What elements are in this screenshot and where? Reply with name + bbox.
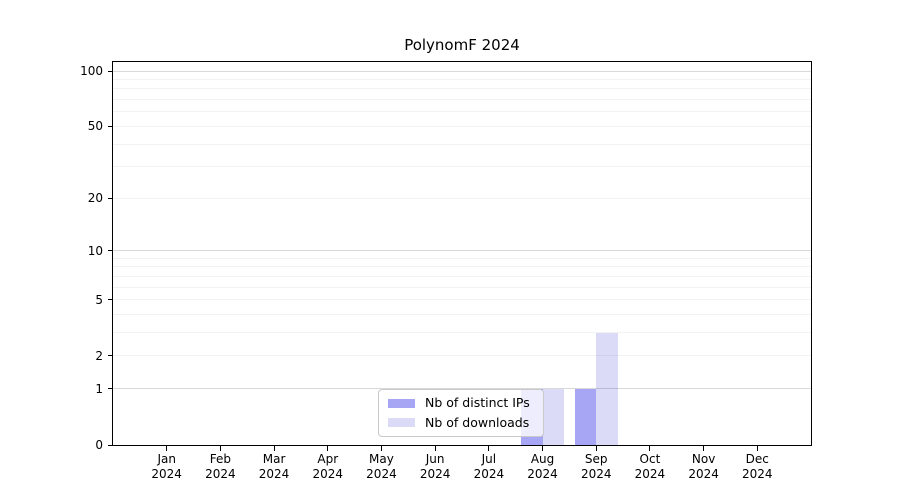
chart-title: PolynomF 2024: [404, 36, 520, 54]
x-tick-month: May: [369, 452, 394, 466]
x-tick-jan: [166, 446, 168, 451]
gridline-minor-50: [113, 125, 811, 127]
y-tick-label-2: 2: [95, 348, 103, 363]
gridline-minor-30: [113, 166, 811, 168]
x-tick-year: 2024: [527, 466, 558, 481]
gridline-minor-80: [113, 88, 811, 90]
gridline-major-10: [113, 250, 811, 252]
legend-label-downloads: Nb of downloads: [425, 414, 530, 430]
x-tick-year: 2024: [205, 466, 236, 481]
x-tick-label-jun: Jun 2024: [400, 452, 470, 481]
bar-sep-nb-of-distinct-ips: [574, 388, 597, 445]
x-tick-mar: [273, 446, 275, 451]
x-tick-year: 2024: [151, 466, 182, 481]
x-tick-year: 2024: [580, 466, 612, 481]
x-tick-label-mar: Mar 2024: [239, 452, 309, 481]
x-tick-month: Jul: [481, 452, 497, 466]
gridline-minor-90: [113, 78, 811, 80]
x-tick-month: Oct: [639, 452, 661, 466]
x-tick-nov: [703, 446, 705, 451]
gridline-minor-2: [113, 355, 811, 357]
legend-swatch-downloads: [388, 417, 415, 428]
x-tick-year: 2024: [366, 466, 397, 481]
y-tick-label-20: 20: [87, 191, 103, 206]
x-tick-month: Aug: [530, 452, 555, 466]
y-tick-2: [107, 355, 112, 357]
x-tick-month: Mar: [262, 452, 286, 466]
gridline-minor-9: [113, 257, 811, 259]
y-tick-label-1: 1: [95, 381, 103, 396]
x-tick-month: Dec: [745, 452, 769, 466]
x-tick-month: Feb: [209, 452, 231, 466]
x-tick-year: 2024: [688, 466, 719, 481]
y-tick-label-100: 100: [80, 64, 103, 78]
x-tick-label-apr: Apr 2024: [293, 452, 363, 481]
x-tick-dec: [756, 446, 758, 451]
bar-aug-nb-of-downloads: [542, 388, 565, 445]
x-tick-month: Apr: [317, 452, 339, 466]
x-tick-month: Nov: [691, 452, 716, 466]
y-tick-100: [107, 70, 112, 72]
plot-area: [112, 61, 812, 446]
y-tick-10: [107, 250, 112, 252]
gridline-minor-40: [113, 143, 811, 145]
gridline-minor-4: [113, 314, 811, 316]
gridline-minor-70: [113, 99, 811, 101]
x-tick-label-dec: Dec 2024: [722, 452, 792, 481]
x-tick-year: 2024: [742, 466, 773, 481]
legend: Nb of distinct IPs Nb of downloads: [378, 389, 544, 437]
x-tick-aug: [542, 446, 544, 451]
gridline-minor-5: [113, 299, 811, 301]
legend-label-distinct-ips: Nb of distinct IPs: [425, 395, 530, 411]
x-tick-jul: [488, 446, 490, 451]
x-tick-label-aug: Aug 2024: [508, 452, 578, 481]
y-tick-0: [107, 444, 112, 446]
x-tick-year: 2024: [419, 466, 451, 481]
x-tick-month: Jan: [157, 452, 176, 466]
x-tick-month: Sep: [584, 452, 608, 466]
y-tick-label-0: 0: [95, 438, 103, 452]
gridline-minor-3: [113, 332, 811, 334]
y-tick-label-5: 5: [95, 292, 103, 307]
x-tick-label-nov: Nov 2024: [669, 452, 739, 481]
x-tick-label-jul: Jul 2024: [454, 452, 524, 481]
gridline-minor-60: [113, 111, 811, 113]
y-tick-50: [107, 125, 112, 127]
legend-item-distinct-ips: Nb of distinct IPs: [379, 395, 543, 411]
x-tick-month: Jun: [425, 452, 445, 466]
x-tick-apr: [327, 446, 329, 451]
y-tick-label-10: 10: [87, 243, 103, 258]
gridline-minor-6: [113, 286, 811, 288]
y-tick-20: [107, 197, 112, 199]
x-tick-oct: [649, 446, 651, 451]
bar-sep-nb-of-downloads: [596, 332, 618, 445]
y-tick-label-50: 50: [87, 119, 103, 134]
gridline-major-1: [113, 388, 811, 390]
y-tick-1: [107, 388, 112, 390]
x-tick-label-jan: Jan 2024: [132, 452, 202, 481]
legend-swatch-distinct-ips: [388, 398, 415, 409]
gridline-minor-7: [113, 275, 811, 277]
x-tick-label-sep: Sep 2024: [561, 452, 631, 481]
x-tick-year: 2024: [473, 466, 505, 481]
x-tick-label-feb: Feb 2024: [185, 452, 255, 481]
legend-item-downloads: Nb of downloads: [379, 415, 543, 431]
x-tick-label-may: May 2024: [346, 452, 416, 481]
x-tick-year: 2024: [312, 466, 344, 481]
y-tick-5: [107, 299, 112, 301]
gridline-minor-8: [113, 266, 811, 268]
x-tick-jun: [434, 446, 436, 451]
gridline-major-100: [113, 70, 811, 72]
x-tick-label-oct: Oct 2024: [615, 452, 685, 481]
gridline-minor-20: [113, 197, 811, 199]
x-tick-may: [380, 446, 382, 451]
x-tick-sep: [595, 446, 597, 451]
x-tick-year: 2024: [634, 466, 666, 481]
x-tick-year: 2024: [258, 466, 290, 481]
x-tick-feb: [219, 446, 221, 451]
